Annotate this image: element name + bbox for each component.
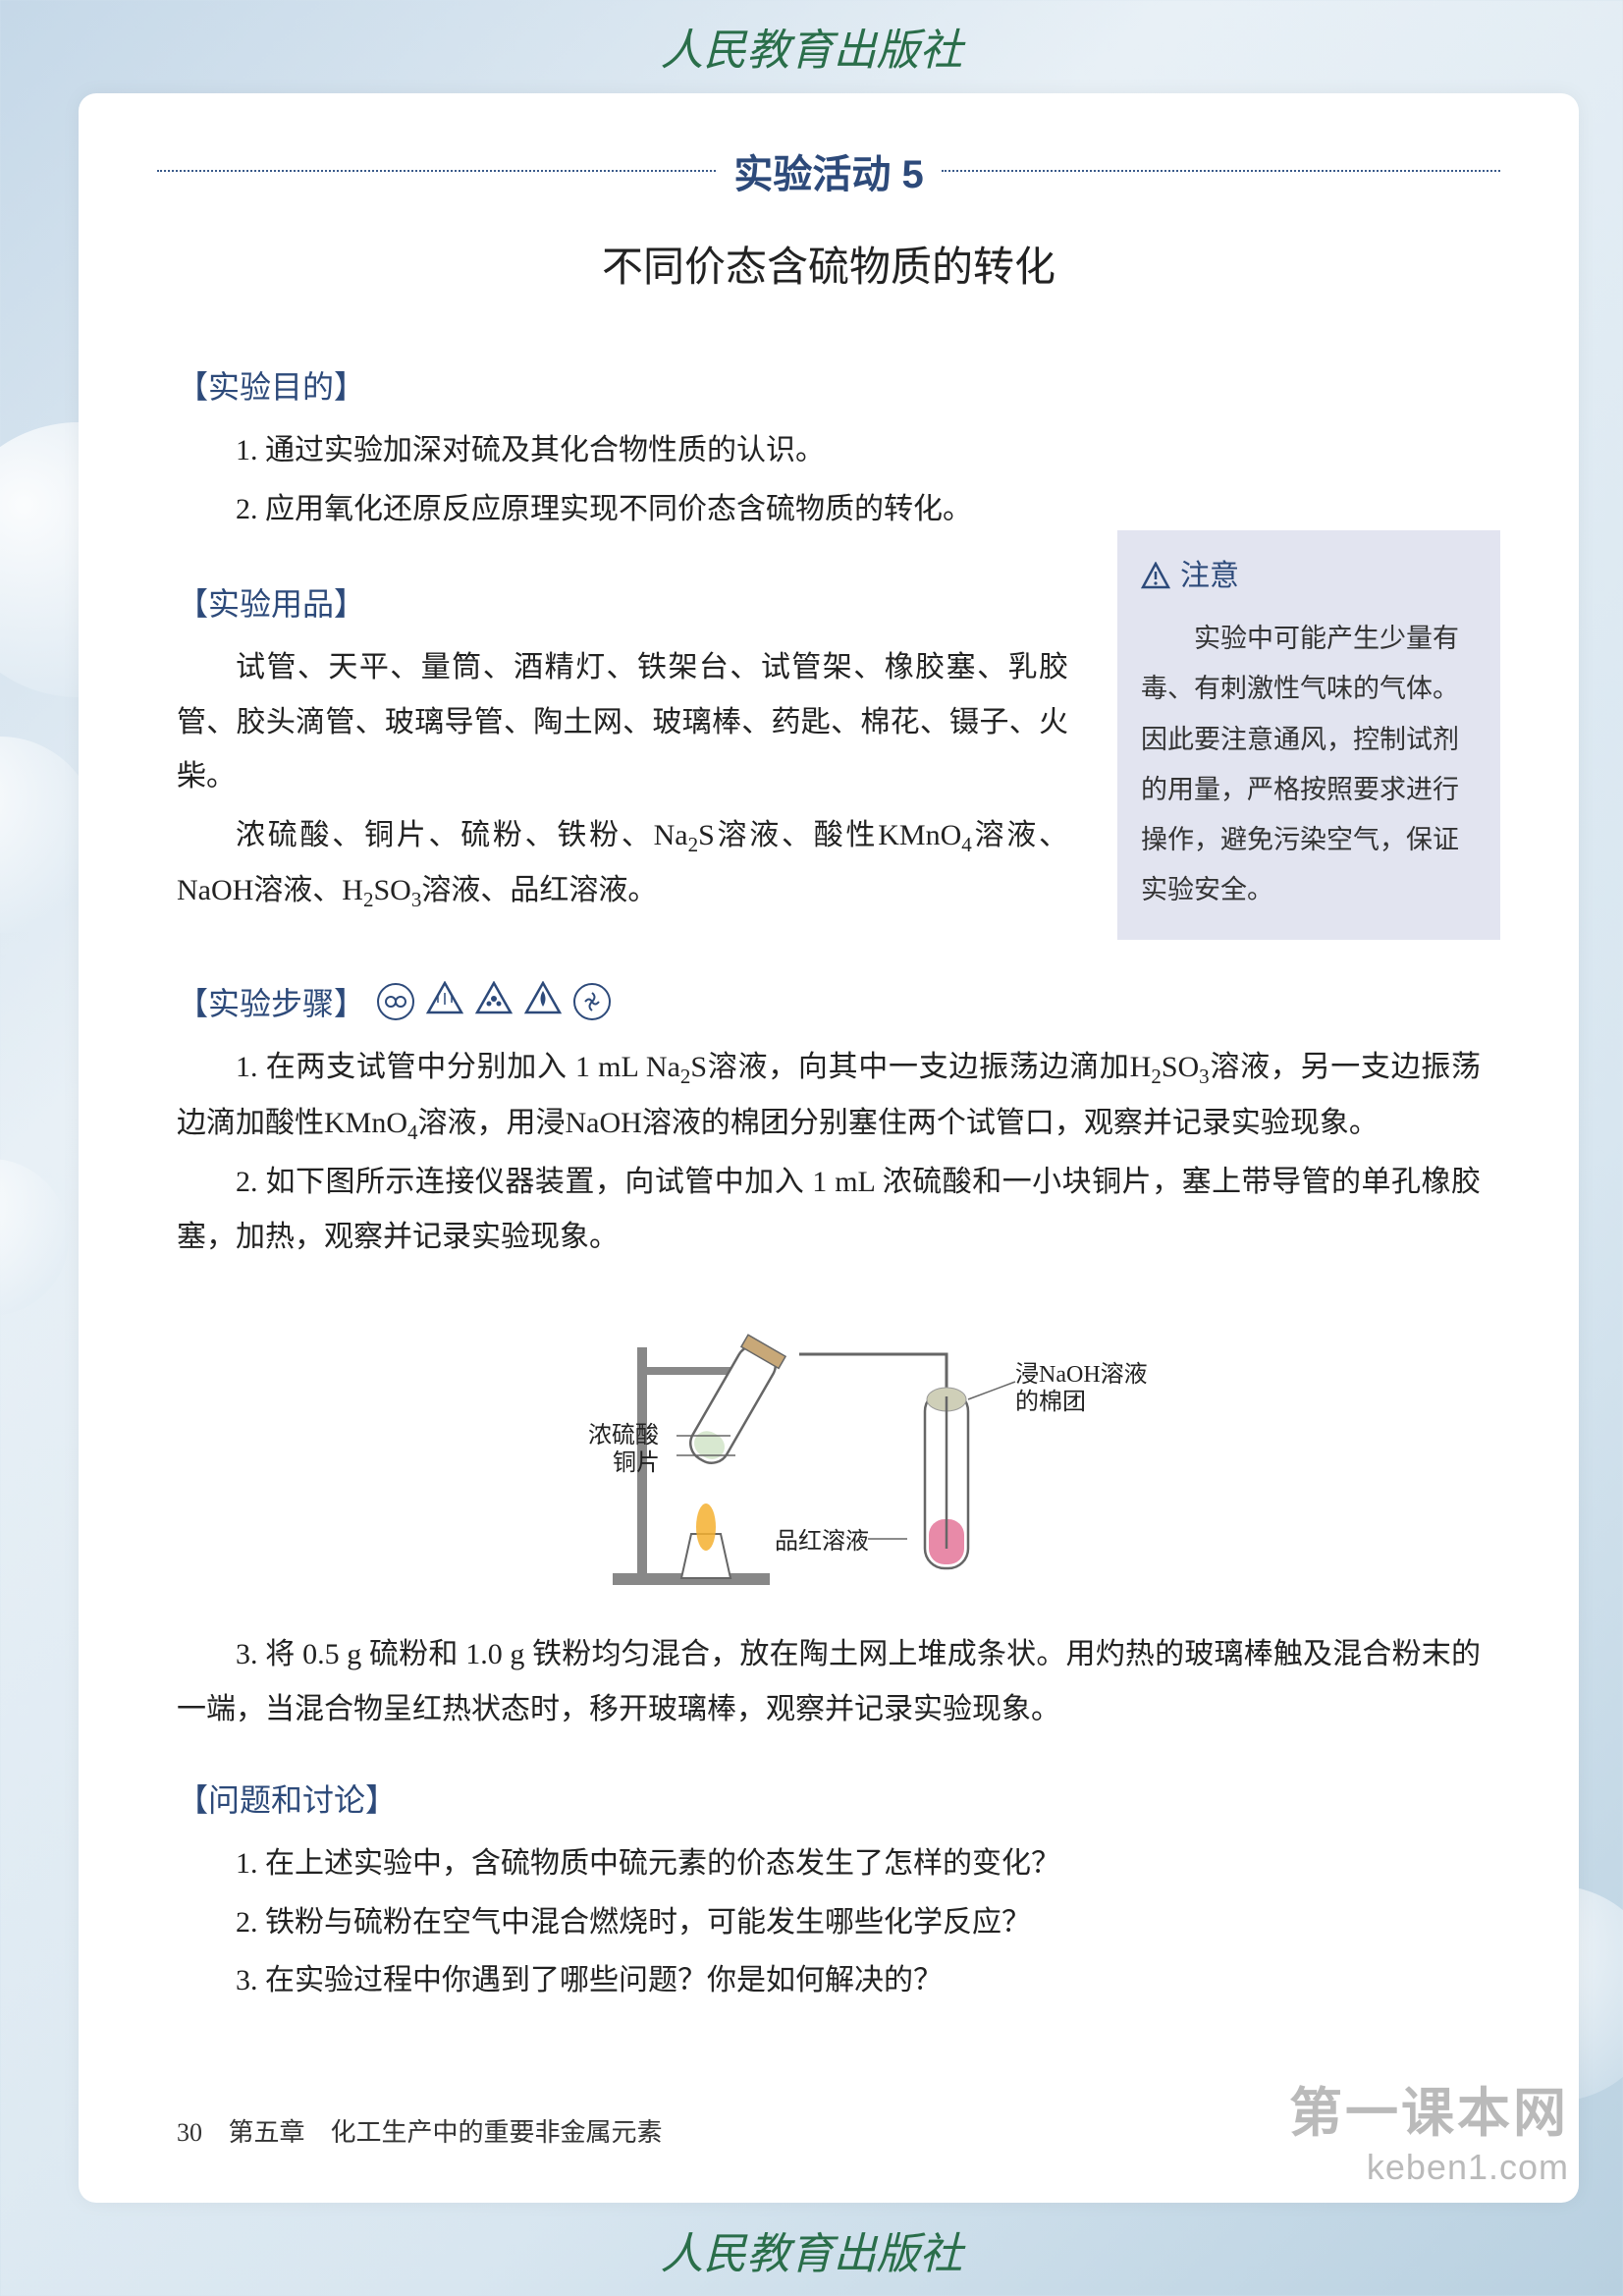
safety-ventilation-icon [573, 983, 611, 1020]
watermark-line1: 第一课本网 [1289, 2069, 1569, 2147]
purpose-item: 2. 应用氧化还原反应原理实现不同价态含硫物质的转化。 [177, 482, 1481, 537]
steps-body: 1. 在两支试管中分别加入 1 mL Na2S溶液，向其中一支边振荡边滴加H2S… [157, 1040, 1500, 1265]
page-content: 实验活动 5 不同价态含硫物质的转化 【实验目的】 1. 通过实验加深对硫及其化… [79, 93, 1579, 2203]
warning-icon [1141, 562, 1170, 591]
safety-toxic-icon [475, 981, 513, 1022]
publisher-header: 人民教育出版社 [661, 15, 963, 78]
activity-title: 实验活动 5 [733, 142, 923, 199]
section-heading-discussion: 【问题和讨论】 [157, 1776, 1500, 1821]
diagram-label-acid: 浓硫酸 [588, 1421, 659, 1451]
notice-heading: 注意 [1141, 548, 1477, 604]
discussion-q: 2. 铁粉与硫粉在空气中混合燃烧时，可能发生哪些化学反应？ [177, 1895, 1481, 1950]
watermark-line2: keben1.com [1289, 2147, 1569, 2188]
notice-title: 注意 [1180, 548, 1239, 604]
step-3: 3. 将 0.5 g 硫粉和 1.0 g 铁粉均匀混合，放在陶土网上堆成条状。用… [177, 1627, 1481, 1736]
notice-box: 注意 实验中可能产生少量有毒、有刺激性气味的气体。因此要注意通风，控制试剂的用量… [1117, 530, 1500, 940]
notice-text: 实验中可能产生少量有毒、有刺激性气味的气体。因此要注意通风，控制试剂的用量，严格… [1141, 614, 1477, 916]
section-heading-purpose: 【实验目的】 [157, 362, 1500, 408]
materials-para: 浓硫酸、铜片、硫粉、铁粉、Na2S溶液、酸性KMnO4溶液、NaOH溶液、H2S… [177, 808, 1068, 920]
step-1: 1. 在两支试管中分别加入 1 mL Na2S溶液，向其中一支边振荡边滴加H2S… [177, 1040, 1481, 1152]
step-2: 2. 如下图所示连接仪器装置，向试管中加入 1 mL 浓硫酸和一小块铜片，塞上带… [177, 1155, 1481, 1264]
apparatus-diagram: 浓硫酸 铜片 浸NaOH溶液 的棉团 品红溶液 [485, 1284, 1172, 1598]
divider [157, 170, 716, 172]
purpose-item: 1. 通过实验加深对硫及其化合物性质的认识。 [177, 423, 1481, 478]
materials-para: 试管、天平、量筒、酒精灯、铁架台、试管架、橡胶塞、乳胶管、胶头滴管、玻璃导管、陶… [177, 640, 1068, 804]
diagram-label-cotton2: 的棉团 [1015, 1388, 1086, 1418]
divider [942, 170, 1500, 172]
diagram-label-pinhong: 品红溶液 [775, 1527, 869, 1558]
publisher-footer: 人民教育出版社 [661, 2218, 963, 2281]
diagram-label-cotton1: 浸NaOH溶液 [1015, 1360, 1148, 1391]
bg-bubble [0, 1159, 69, 1316]
page-footer: 30 第五章 化工生产中的重要非金属元素 [177, 2112, 663, 2149]
diagram-label-copper: 铜片 [613, 1449, 660, 1479]
chapter-title: 第五章 化工生产中的重要非金属元素 [229, 2118, 663, 2147]
materials-body: 试管、天平、量筒、酒精灯、铁架台、试管架、橡胶塞、乳胶管、胶头滴管、玻璃导管、陶… [157, 640, 1088, 919]
safety-goggles-icon [377, 983, 414, 1020]
discussion-q: 1. 在上述实验中，含硫物质中硫元素的价态发生了怎样的变化？ [177, 1836, 1481, 1891]
purpose-body: 1. 通过实验加深对硫及其化合物性质的认识。 2. 应用氧化还原反应原理实现不同… [157, 423, 1500, 536]
steps-body-2: 3. 将 0.5 g 硫粉和 1.0 g 铁粉均匀混合，放在陶土网上堆成条状。用… [157, 1627, 1500, 1736]
discussion-body: 1. 在上述实验中，含硫物质中硫元素的价态发生了怎样的变化？ 2. 铁粉与硫粉在… [157, 1836, 1500, 2008]
section-heading-materials: 【实验用品】 [157, 579, 1088, 625]
page-number: 30 [177, 2118, 202, 2147]
activity-header: 实验活动 5 [157, 142, 1500, 199]
safety-corrosive-icon [426, 981, 463, 1022]
watermark: 第一课本网 keben1.com [1289, 2069, 1569, 2188]
discussion-q: 3. 在实验过程中你遇到了哪些问题？你是如何解决的？ [177, 1953, 1481, 2008]
steps-heading-text: 【实验步骤】 [177, 979, 365, 1024]
section-heading-steps: 【实验步骤】 [157, 979, 1500, 1024]
safety-flammable-icon [524, 981, 562, 1022]
page-subtitle: 不同价态含硫物质的转化 [157, 234, 1500, 294]
